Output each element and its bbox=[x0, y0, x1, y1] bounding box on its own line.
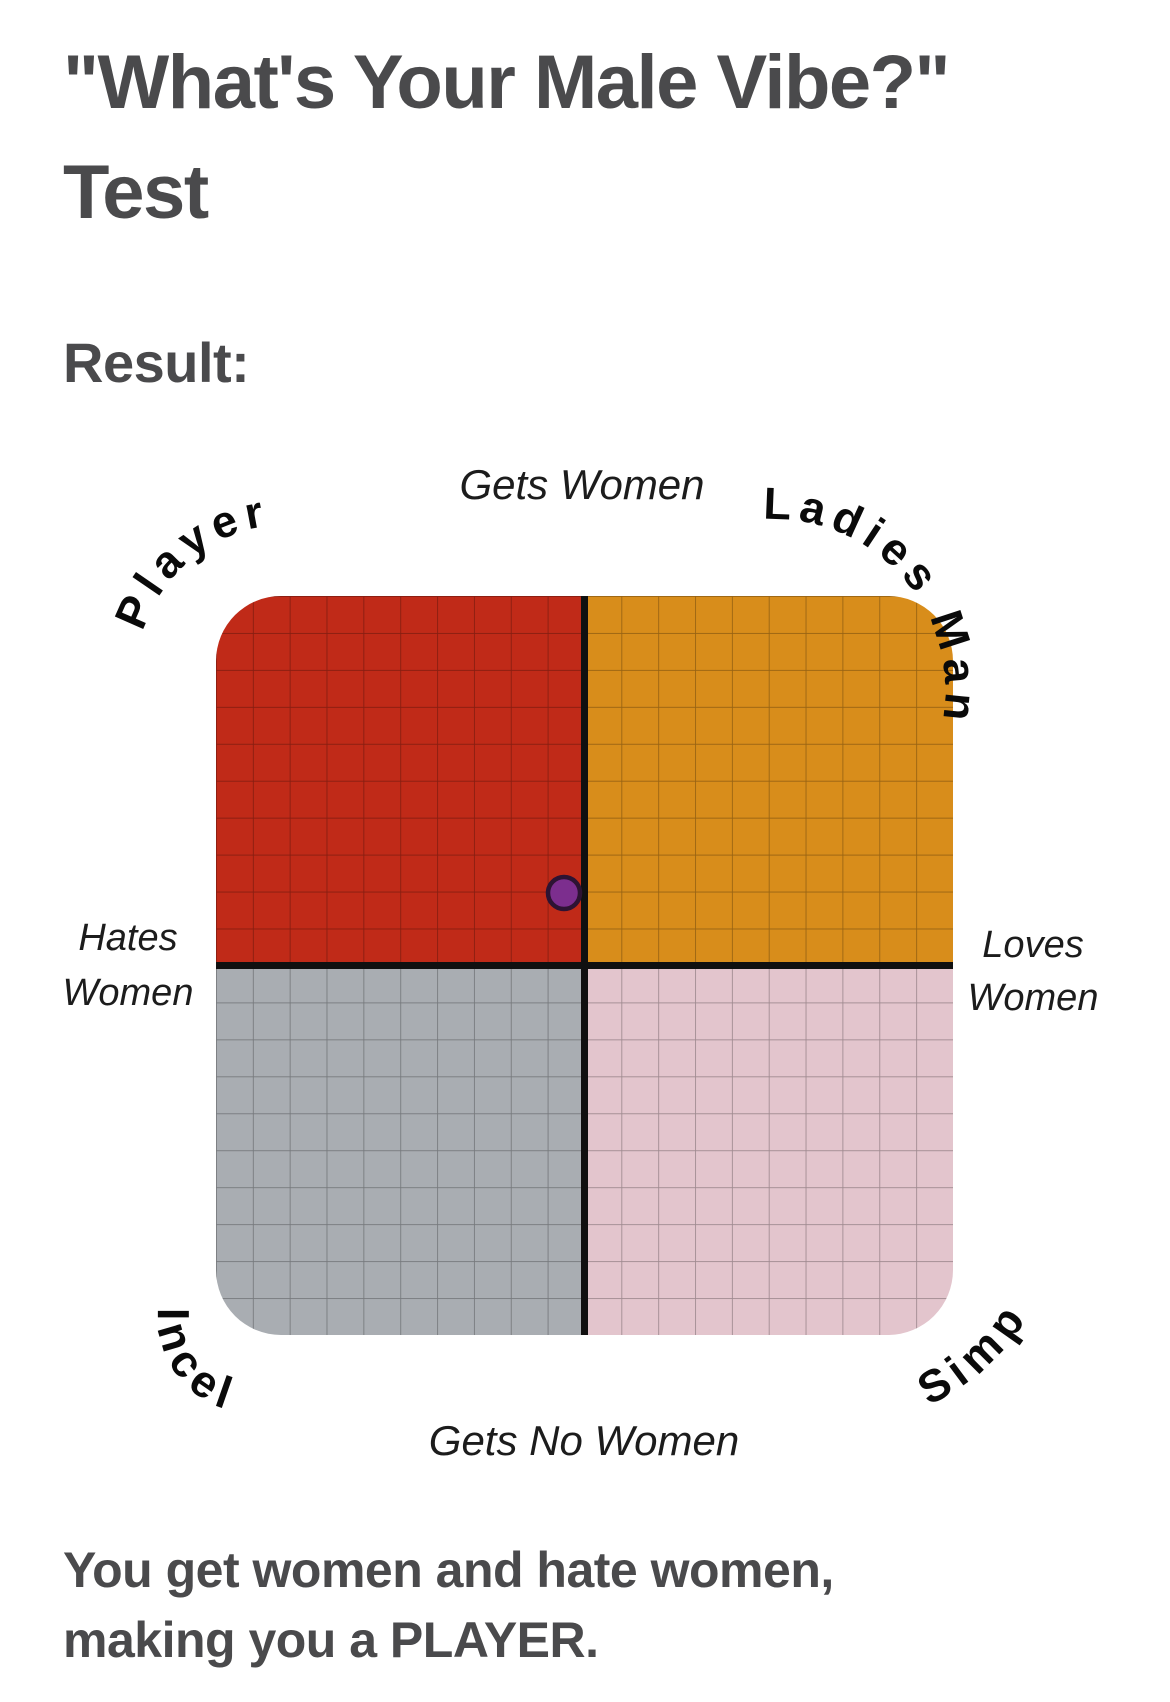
result-point bbox=[545, 874, 583, 912]
axis-label-left-line2: Women bbox=[63, 972, 194, 1014]
axis-label-left-line1: Hates bbox=[78, 917, 177, 959]
axis-label-bottom: Gets No Women bbox=[429, 1417, 739, 1464]
page-title: "What's Your Male Vibe?" Test bbox=[63, 40, 951, 235]
corner-label-incel-text: Incel bbox=[147, 1308, 245, 1421]
quadrant-chart-svg: Gets Women Gets No Women Hates Women Lov… bbox=[63, 461, 1099, 1464]
axis-label-right-line1: Loves bbox=[982, 924, 1083, 966]
corner-label-incel: Incel bbox=[147, 1308, 238, 1421]
axis-label-top: Gets Women bbox=[459, 461, 704, 508]
vibe-quadrant-chart: Gets Women Gets No Women Hates Women Lov… bbox=[0, 400, 1170, 1510]
axis-label-right-line2: Women bbox=[968, 977, 1099, 1019]
result-heading: Result: bbox=[63, 331, 250, 394]
outcome-text: You get women and hate women, making you… bbox=[63, 1542, 834, 1668]
